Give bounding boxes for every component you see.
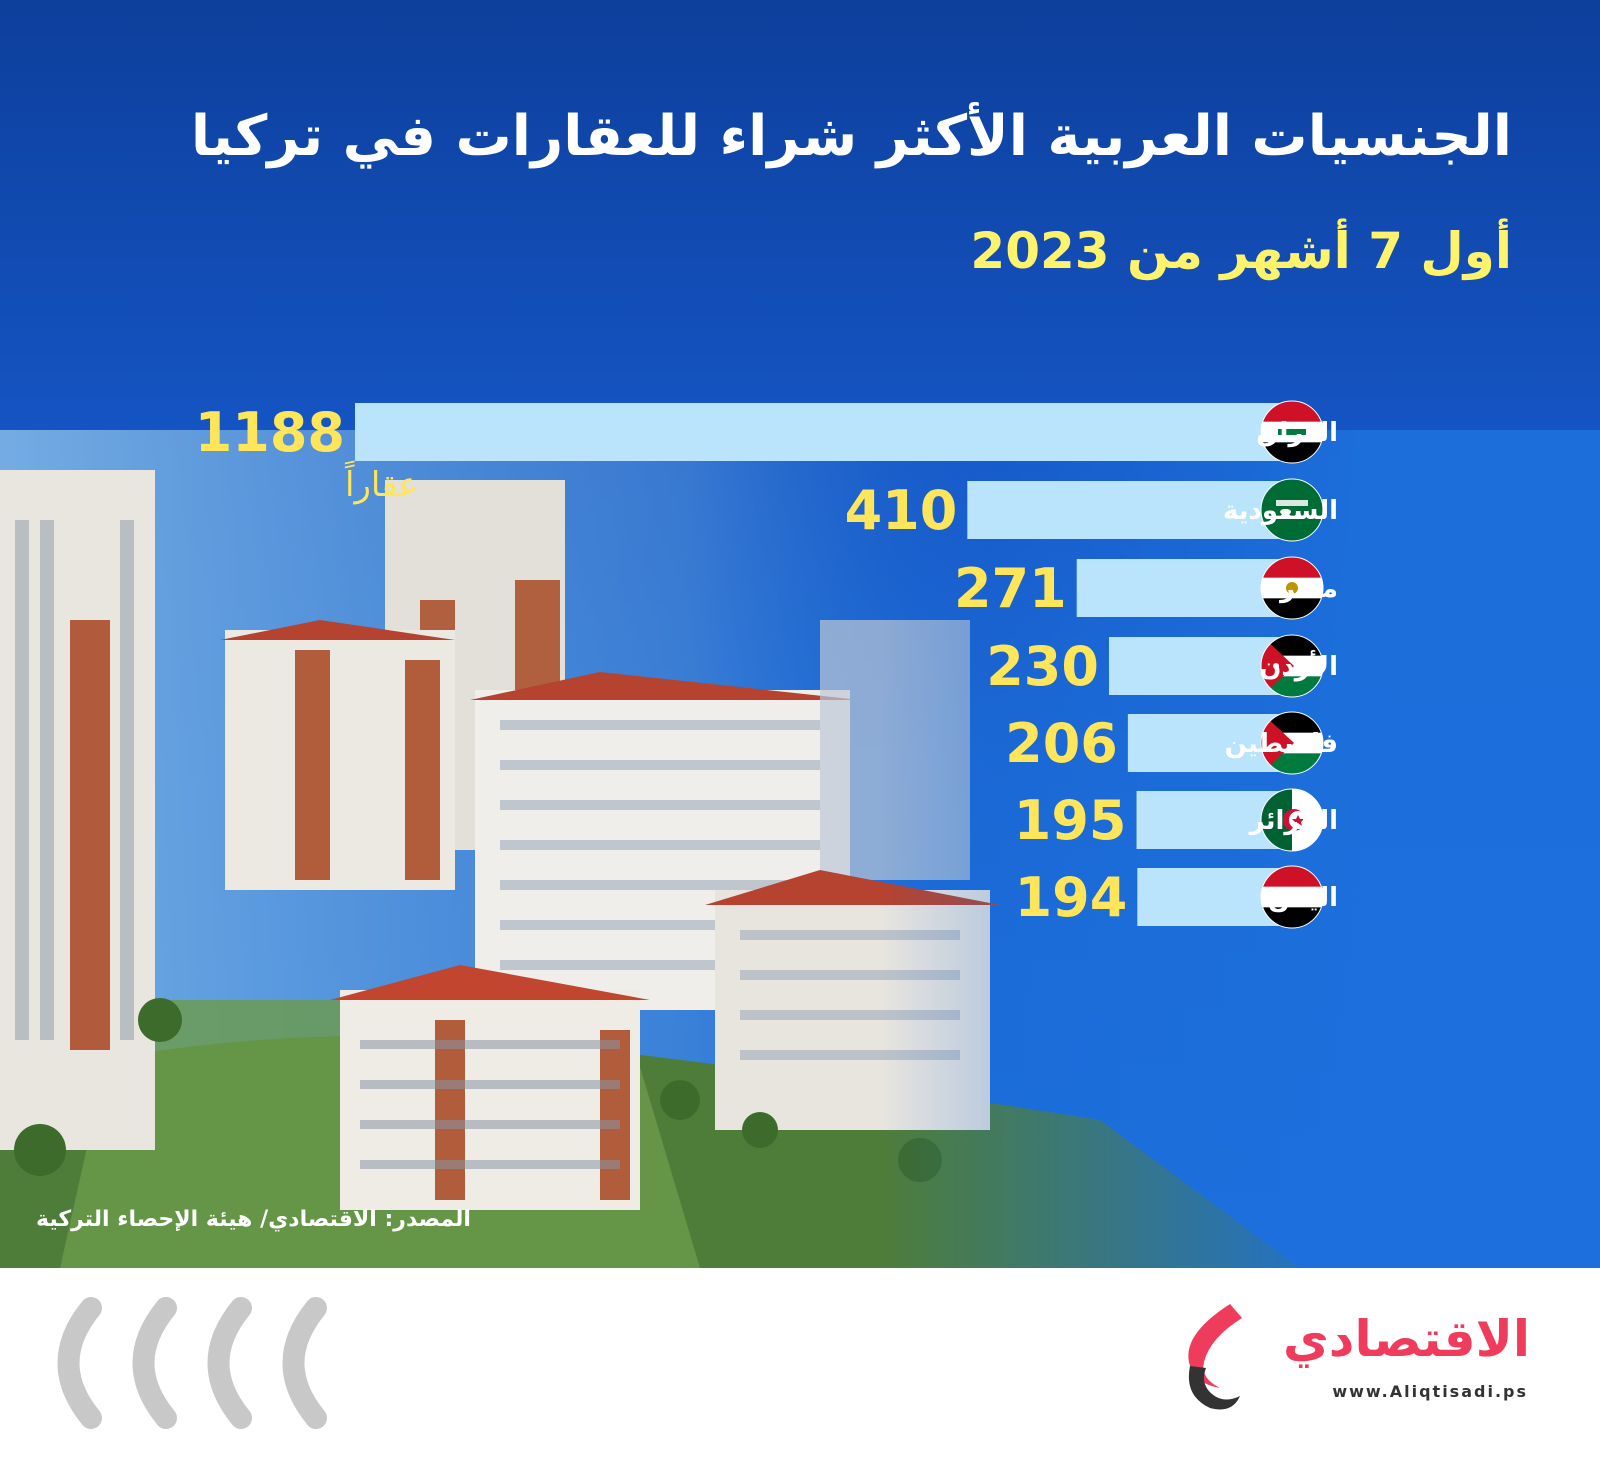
yemen-flag-icon	[1261, 866, 1323, 928]
flag-ring	[1260, 400, 1324, 464]
source-note: المصدر: الاقتصادي/ هيئة الإحصاء التركية	[36, 1207, 471, 1232]
category-label: الأردن	[1259, 650, 1338, 682]
value-label: 230	[986, 635, 1099, 698]
chevrons-decoration	[57, 1297, 327, 1429]
chevron-left-icon	[57, 1297, 102, 1429]
value-label: 195	[1014, 789, 1127, 852]
value-label: 271	[954, 557, 1067, 620]
flag-ring	[1260, 865, 1324, 929]
flag-ring	[1260, 634, 1324, 698]
value-label: 1188	[195, 401, 345, 464]
jordan-flag-icon	[1261, 635, 1323, 697]
brand-url[interactable]: www.Aliqtisadi.ps	[1332, 1382, 1528, 1401]
infographic-title: الجنسيات العربية الأكثر شراء للعقارات في…	[190, 104, 1512, 169]
brand-logo-mark-icon	[1188, 1304, 1242, 1410]
brand-logo[interactable]: الاقتصادي www.Aliqtisadi.ps	[1170, 1292, 1530, 1432]
footer-bar: الاقتصادي www.Aliqtisadi.ps	[0, 1268, 1600, 1462]
chevron-left-icon	[282, 1297, 327, 1429]
brand-logo-text: الاقتصادي	[1282, 1310, 1530, 1368]
bar-3	[1108, 637, 1290, 695]
infographic-subtitle: أول 7 أشهر من 2023	[970, 222, 1512, 280]
category-label: العراق	[1256, 418, 1338, 448]
bar-1	[967, 481, 1290, 539]
value-label: 206	[1005, 712, 1118, 775]
saudi-flag-icon	[1261, 479, 1323, 541]
unit-label: عقاراً	[344, 460, 418, 505]
category-label: اليمن	[1268, 883, 1338, 913]
category-label: فلسطين	[1225, 729, 1338, 759]
bar-2	[1076, 559, 1290, 617]
flag-ring	[1260, 788, 1324, 852]
egypt-flag-icon	[1261, 557, 1323, 619]
chevron-left-icon	[132, 1297, 177, 1429]
chevron-left-icon	[207, 1297, 252, 1429]
flag-ring	[1260, 556, 1324, 620]
bar-0	[355, 403, 1290, 461]
category-label: الجزائر	[1248, 806, 1338, 836]
value-label: 410	[845, 479, 958, 542]
infographic-hero: الجنسيات العربية الأكثر شراء للعقارات في…	[0, 0, 1600, 1268]
palestine-flag-icon	[1261, 712, 1323, 774]
value-label: 194	[1015, 866, 1128, 929]
flag-ring	[1260, 711, 1324, 775]
city-background-illustration	[0, 430, 1600, 1268]
iraq-flag-icon	[1261, 401, 1323, 463]
category-label: مصر	[1278, 574, 1338, 604]
flag-ring	[1260, 478, 1324, 542]
category-label: السعودية	[1223, 496, 1338, 526]
